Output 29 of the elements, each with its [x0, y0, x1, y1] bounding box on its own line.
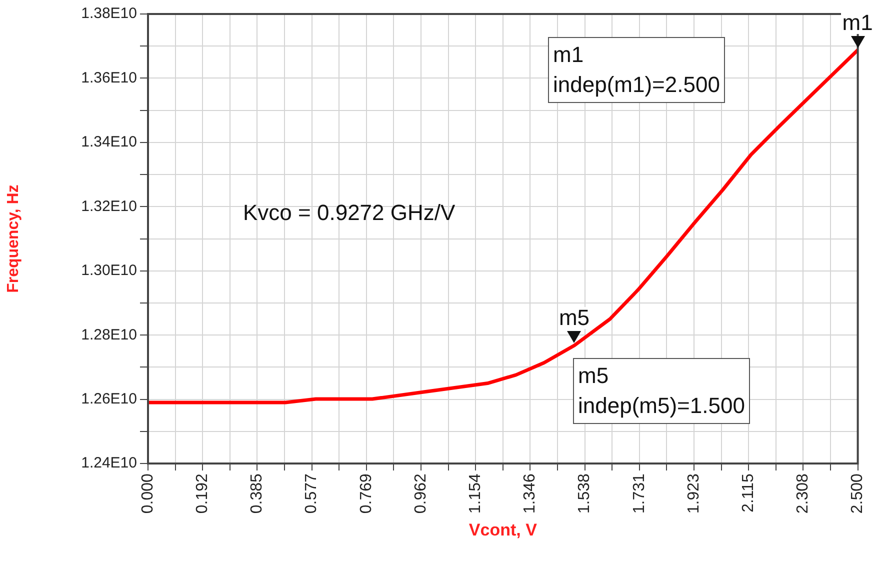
x-tick-label: 2.308: [794, 473, 812, 514]
y-tick-label: 1.28E10: [81, 326, 137, 344]
y-tick-label: 1.32E10: [81, 198, 137, 215]
x-tick-label: 2.500: [849, 473, 866, 514]
x-tick-label: 0.577: [303, 473, 320, 514]
x-tick-label: 2.115: [740, 473, 758, 512]
y-tick-label: 1.26E10: [81, 390, 137, 408]
annotation: m1: [841, 10, 874, 35]
y-tick-label: 1.36E10: [81, 69, 137, 86]
x-tick-label: 0.962: [412, 473, 430, 514]
y-axis-title: Frequency, Hz: [5, 184, 22, 293]
y-tick-label: 1.30E10: [81, 262, 137, 280]
x-tick-label: 1.154: [467, 473, 484, 514]
x-tick-label: 1.731: [630, 473, 648, 514]
x-tick-label: 0.192: [194, 473, 212, 514]
y-tick-label: 1.24E10: [81, 454, 137, 472]
x-tick-label: 0.385: [248, 473, 266, 514]
x-tick-label: 0.769: [358, 473, 375, 514]
x-tick-label: 1.346: [522, 473, 539, 514]
annotation: Kvco = 0.9272 GHz/V: [243, 199, 456, 227]
x-tick-label: 0.000: [139, 473, 156, 514]
x-axis-title: Vcont, V: [468, 520, 538, 540]
x-tick-label: 1.923: [685, 473, 702, 514]
y-tick-label: 1.34E10: [81, 134, 137, 151]
annotation: m5: [558, 305, 590, 330]
annotation: m1 indep(m1)=2.500: [548, 37, 725, 103]
x-tick-label: 1.538: [576, 473, 594, 514]
y-tick-label: 1.38E10: [81, 5, 137, 22]
annotation: m5 indep(m5)=1.500: [573, 358, 750, 424]
